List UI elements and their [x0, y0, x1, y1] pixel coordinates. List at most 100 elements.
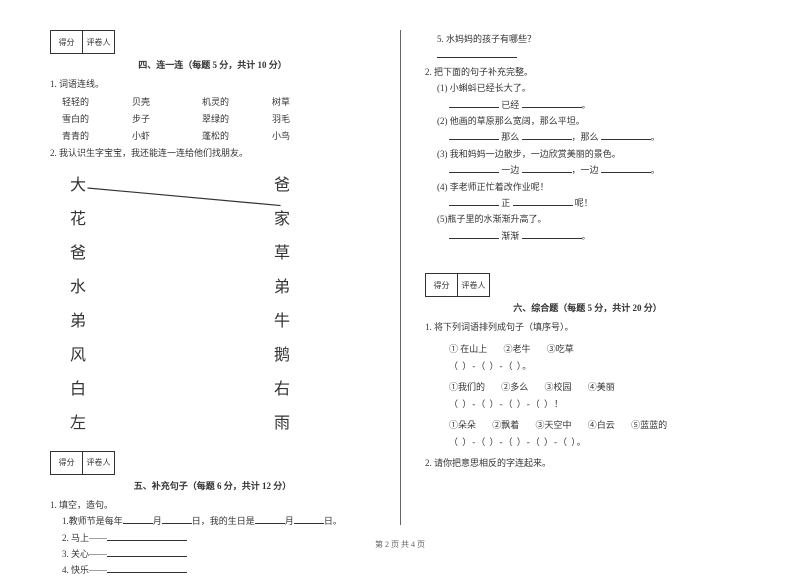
- word: 翠绿的: [202, 112, 272, 125]
- char-row: 白 右: [70, 375, 290, 399]
- blank[interactable]: [437, 48, 517, 58]
- word: 青青的: [62, 129, 132, 142]
- match-char: 水: [70, 273, 86, 297]
- text: 月: [153, 516, 162, 526]
- q-6-1: 1. 将下列词语排列成句子（填序号）。: [425, 320, 750, 334]
- blank[interactable]: [255, 514, 285, 524]
- q-4-2: 2. 我认识生字宝宝，我还能连一连给他们找朋友。: [50, 146, 375, 160]
- blank[interactable]: [601, 130, 651, 140]
- score-box: 得分 评卷人: [50, 30, 115, 54]
- q-5-1-4: 4. 快乐——: [50, 563, 375, 577]
- blank[interactable]: [449, 163, 499, 173]
- match-char: 草: [274, 239, 290, 263]
- score-col-defen: 得分: [51, 452, 83, 474]
- q-r-2: 2. 把下面的句子补充完整。: [425, 65, 750, 79]
- char-row: 左 雨: [70, 409, 290, 433]
- word-row-2: 雪白的 步子 翠绿的 羽毛: [50, 112, 375, 125]
- q-5-1: 1. 填空，造句。: [50, 498, 375, 512]
- right-blank-row: [425, 48, 750, 62]
- opt: ⑤蓝蓝的: [631, 420, 667, 430]
- opt: ②老牛: [504, 344, 531, 354]
- word: 雪白的: [62, 112, 132, 125]
- s1: (1) 小蝌蚪已经长大了。: [425, 81, 750, 95]
- section-4-title: 四、连一连（每题 5 分，共计 10 分）: [50, 58, 375, 71]
- word: 轻轻的: [62, 95, 132, 108]
- blank[interactable]: [162, 514, 192, 524]
- text: 3. 关心——: [62, 549, 107, 559]
- paren-g3[interactable]: （ ）-（ ）-（ ）-（ ）-（ ）。: [449, 435, 750, 448]
- blank[interactable]: [522, 229, 582, 239]
- s2: (2) 他画的草原那么宽阔，那么平坦。: [425, 114, 750, 128]
- score-box: 得分 评卷人: [425, 273, 490, 297]
- text: 呢！: [575, 198, 593, 208]
- opt-g1: ① 在山上 ②老牛 ③吃草: [449, 342, 750, 355]
- match-char: 弟: [274, 273, 290, 297]
- s3b: 一边 ，一边 。: [425, 163, 750, 177]
- blank[interactable]: [294, 514, 324, 524]
- word: 树草: [272, 95, 342, 108]
- blank[interactable]: [522, 163, 572, 173]
- s1b: 已经 。: [425, 98, 750, 112]
- s5: (5)瓶子里的水渐渐升高了。: [425, 212, 750, 226]
- blank[interactable]: [601, 163, 651, 173]
- char-row: 爸 草: [70, 239, 290, 263]
- score-col-pingjuan: 评卷人: [83, 452, 114, 474]
- match-char: 鹅: [274, 341, 290, 365]
- q-5-1-1: 1.教师节是每年月日，我的生日是月日。: [50, 514, 375, 528]
- s4: (4) 李老师正忙着改作业呢！: [425, 180, 750, 194]
- blank[interactable]: [522, 130, 572, 140]
- match-char: 家: [274, 205, 290, 229]
- blank[interactable]: [522, 98, 582, 108]
- opt: ①我们的: [449, 382, 485, 392]
- match-char: 风: [70, 341, 86, 365]
- text: ，那么: [572, 132, 599, 142]
- text: 渐渐: [501, 231, 519, 241]
- char-row: 弟 牛: [70, 307, 290, 331]
- q-4-1: 1. 词语连线。: [50, 77, 375, 91]
- text: 已经: [501, 100, 519, 110]
- blank[interactable]: [513, 196, 573, 206]
- left-column: 得分 评卷人 四、连一连（每题 5 分，共计 10 分） 1. 词语连线。 轻轻…: [0, 0, 400, 565]
- opt: ④美丽: [588, 382, 615, 392]
- opt: ④白云: [588, 420, 615, 430]
- text: 1.教师节是每年: [62, 516, 123, 526]
- opt: ②飘着: [492, 420, 519, 430]
- score-box: 得分 评卷人: [50, 451, 115, 475]
- opt-g3: ①朵朵 ②飘着 ③天空中 ④白云 ⑤蓝蓝的: [449, 418, 750, 431]
- blank[interactable]: [449, 229, 499, 239]
- right-5: 5. 水妈妈的孩子有哪些？: [425, 32, 750, 46]
- paren-g2[interactable]: （ ）-（ ）-（ ）-（ ）！: [449, 397, 750, 410]
- match-char: 爸: [274, 171, 290, 195]
- section-5-title: 五、补充句子（每题 6 分，共计 12 分）: [50, 479, 375, 492]
- match-char: 弟: [70, 307, 86, 331]
- q-6-2: 2. 请你把意思相反的字连起来。: [425, 456, 750, 470]
- opt: ①朵朵: [449, 420, 476, 430]
- text: 日。: [324, 516, 342, 526]
- text: ，一边: [572, 165, 599, 175]
- match-char: 雨: [274, 409, 290, 433]
- word: 机灵的: [202, 95, 272, 108]
- paren-g1[interactable]: （ ）-（ ）-（ ）。: [449, 359, 750, 372]
- match-char: 花: [70, 205, 86, 229]
- s5b: 渐渐 。: [425, 229, 750, 243]
- word-row-1: 轻轻的 贝壳 机灵的 树草: [50, 95, 375, 108]
- word: 贝壳: [132, 95, 202, 108]
- s2b: 那么 ，那么 。: [425, 130, 750, 144]
- blank[interactable]: [123, 514, 153, 524]
- match-char: 牛: [274, 307, 290, 331]
- word: 羽毛: [272, 112, 342, 125]
- word-row-3: 青青的 小虾 蓬松的 小鸟: [50, 129, 375, 142]
- word: 小鸟: [272, 129, 342, 142]
- word: 步子: [132, 112, 202, 125]
- s4b: 正 呢！: [425, 196, 750, 210]
- char-row: 水 弟: [70, 273, 290, 297]
- text: 4. 快乐——: [62, 565, 107, 575]
- blank[interactable]: [449, 196, 499, 206]
- blank[interactable]: [449, 98, 499, 108]
- match-char: 大: [70, 171, 86, 195]
- score-col-defen: 得分: [51, 31, 83, 53]
- match-char: 白: [70, 375, 86, 399]
- page-footer: 第 2 页 共 4 页: [0, 539, 800, 550]
- blank[interactable]: [449, 130, 499, 140]
- text: 那么: [501, 132, 519, 142]
